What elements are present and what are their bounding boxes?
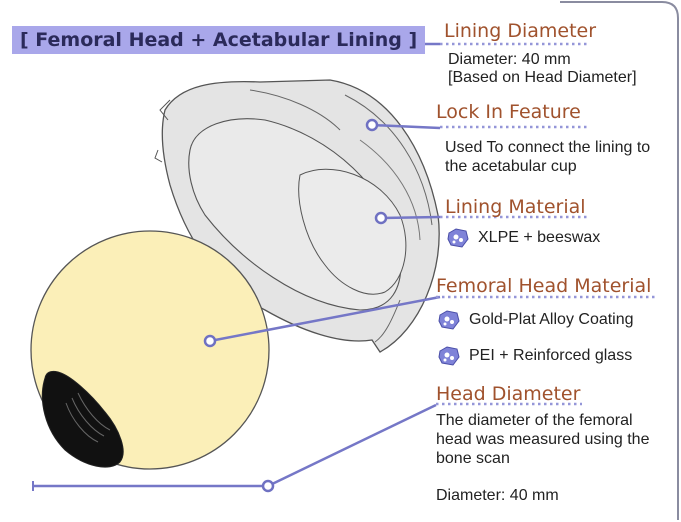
lining-diameter-heading: Lining Diameter bbox=[444, 20, 597, 42]
femoral-head-material-item-2: PEI + Reinforced glass bbox=[437, 345, 632, 367]
lock-in-desc-line2: the acetabular cup bbox=[445, 158, 577, 175]
frame-border bbox=[560, 1, 679, 520]
material-icon bbox=[447, 228, 469, 248]
head-diameter-desc-line3: bone scan bbox=[436, 450, 510, 467]
leader-femoral-head bbox=[209, 295, 441, 343]
anchor-head-diameter bbox=[261, 479, 275, 493]
head-diameter-value: Diameter: 40 mm bbox=[436, 487, 559, 504]
femoral-head bbox=[30, 230, 270, 470]
femoral-head-material-item-1: Gold-Plat Alloy Coating bbox=[437, 309, 634, 331]
femoral-head-material-label-1: Gold-Plat Alloy Coating bbox=[469, 311, 634, 328]
lining-material-heading: Lining Material bbox=[445, 196, 586, 218]
material-icon bbox=[438, 346, 460, 366]
anchor-lock-in bbox=[365, 118, 379, 132]
femoral-head-material-heading: Femoral Head Material bbox=[436, 275, 652, 297]
leader-lines bbox=[32, 42, 441, 491]
head-diameter-desc-line1: The diameter of the femoral bbox=[436, 412, 633, 429]
head-diameter-desc-line2: head was measured using the bbox=[436, 431, 650, 448]
lining-material-label: XLPE + beeswax bbox=[478, 229, 601, 246]
leader-lock-in bbox=[371, 123, 441, 130]
lock-in-desc-line1: Used To connect the lining to bbox=[445, 139, 651, 156]
lining-diameter-value: Diameter: 40 mm bbox=[448, 51, 571, 68]
dotted-underlines bbox=[436, 42, 656, 406]
diagram-title: [ Femoral Head + Acetabular Lining ] bbox=[12, 26, 426, 54]
leader-head-diameter bbox=[267, 403, 437, 488]
anchor-lining-material bbox=[374, 211, 388, 225]
lock-in-heading: Lock In Feature bbox=[436, 101, 581, 123]
anchor-femoral-head bbox=[203, 334, 217, 348]
head-diameter-heading: Head Diameter bbox=[436, 383, 581, 405]
material-icon bbox=[438, 310, 460, 330]
lining-diameter-note: [Based on Head Diameter] bbox=[448, 69, 637, 86]
lining-material-item: XLPE + beeswax bbox=[446, 227, 600, 249]
femoral-head-material-label-2: PEI + Reinforced glass bbox=[469, 347, 633, 364]
leader-lining-material bbox=[380, 215, 441, 220]
